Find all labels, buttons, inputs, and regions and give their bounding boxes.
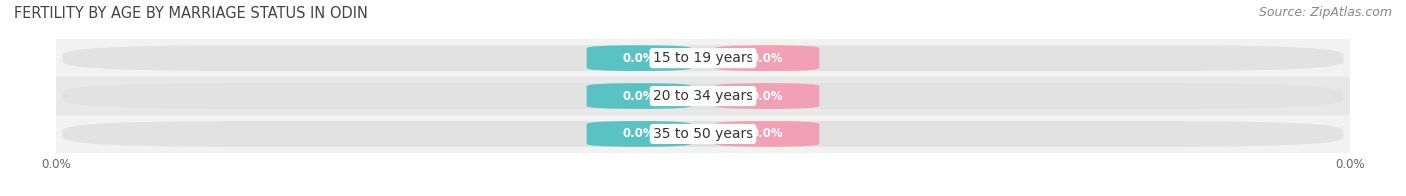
Text: FERTILITY BY AGE BY MARRIAGE STATUS IN ODIN: FERTILITY BY AGE BY MARRIAGE STATUS IN O… [14, 6, 368, 21]
Text: 0.0%: 0.0% [751, 90, 783, 103]
Text: 0.0%: 0.0% [751, 52, 783, 65]
FancyBboxPatch shape [586, 83, 692, 109]
FancyBboxPatch shape [586, 45, 692, 71]
FancyBboxPatch shape [714, 83, 820, 109]
Bar [56, 39, 1350, 77]
Text: 0.0%: 0.0% [751, 127, 783, 140]
Text: 0.0%: 0.0% [623, 90, 655, 103]
FancyBboxPatch shape [714, 121, 820, 147]
Text: 15 to 19 years: 15 to 19 years [652, 51, 754, 65]
FancyBboxPatch shape [586, 121, 692, 147]
Text: 35 to 50 years: 35 to 50 years [652, 127, 754, 141]
Text: 0.0%: 0.0% [623, 52, 655, 65]
Bar [56, 115, 1350, 153]
Bar [56, 77, 1350, 115]
FancyBboxPatch shape [63, 45, 1343, 71]
FancyBboxPatch shape [63, 121, 1343, 147]
FancyBboxPatch shape [714, 45, 820, 71]
Text: Source: ZipAtlas.com: Source: ZipAtlas.com [1258, 6, 1392, 19]
Text: 0.0%: 0.0% [623, 127, 655, 140]
FancyBboxPatch shape [63, 83, 1343, 109]
Text: 20 to 34 years: 20 to 34 years [652, 89, 754, 103]
